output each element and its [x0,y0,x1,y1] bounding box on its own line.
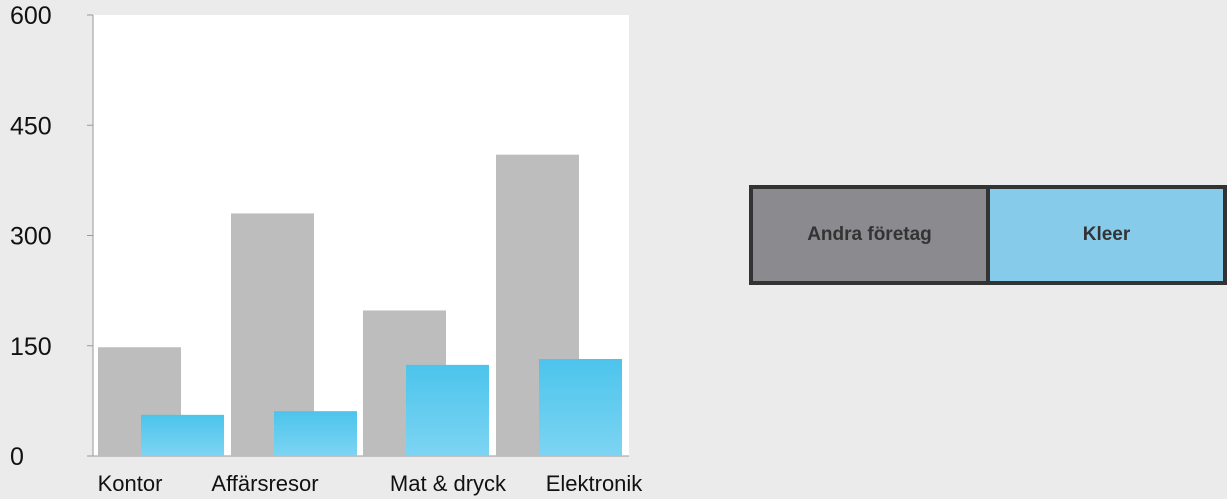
legend-item-kleer: Kleer [986,189,1223,281]
bar-kleer [141,414,224,456]
bars [98,154,622,456]
bar-kleer [274,411,357,456]
x-category-label: Mat & dryck [390,471,507,496]
legend-item-andra-foretag: Andra företag [753,189,986,281]
legend: Andra företag Kleer [749,185,1227,285]
y-tick-label: 450 [10,112,52,140]
bar-kleer [539,358,622,456]
y-ticks: 0 150 300 450 600 [10,2,93,471]
bar-kleer [406,364,489,456]
bar-chart: 0 150 300 450 600 Kontor Affärsresor Mat & dry… [10,2,644,496]
x-category-label: Affärsresor [211,471,318,496]
x-category-label: Elektronik [546,471,644,496]
y-tick-label: 150 [10,333,52,361]
y-tick-label: 600 [10,2,52,30]
x-category-label: Kontor [98,471,163,496]
category-labels: Kontor Affärsresor Mat & dryck Elektronik [98,471,644,496]
y-tick-label: 0 [10,443,24,471]
y-tick-label: 300 [10,223,52,251]
